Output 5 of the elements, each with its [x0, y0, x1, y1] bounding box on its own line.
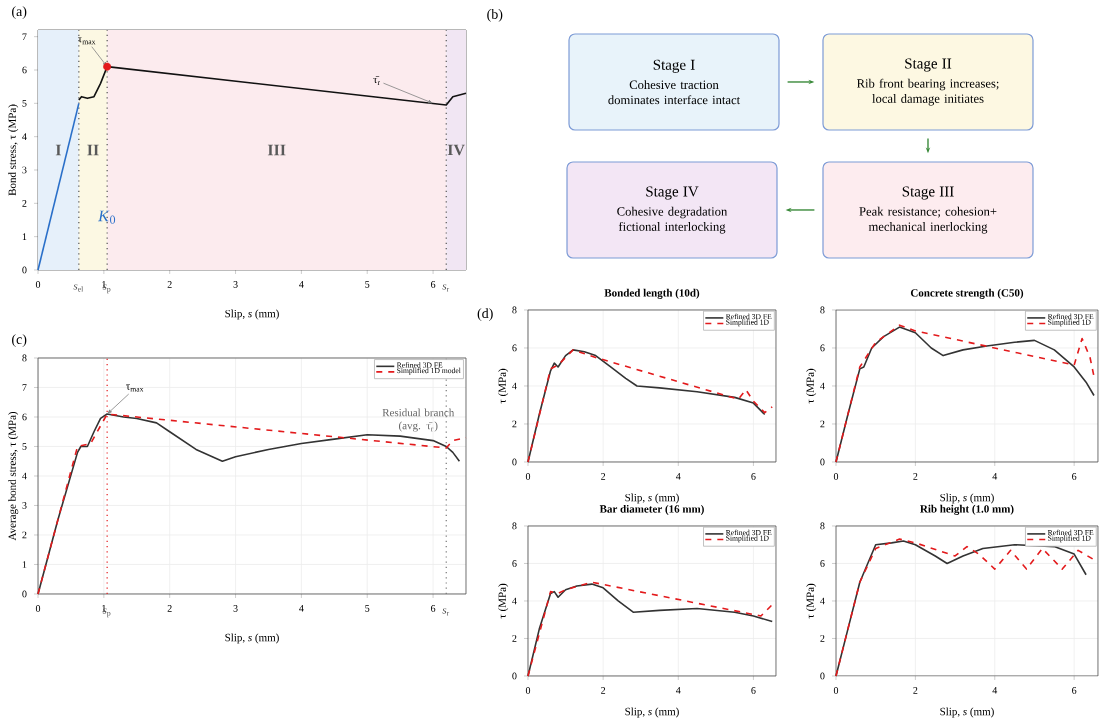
- band-label: IV: [447, 144, 465, 156]
- band-label: II: [87, 144, 99, 156]
- band-label: I: [55, 144, 61, 156]
- band-label: III: [267, 144, 286, 156]
- annotation: K$_{0}$: [98, 210, 116, 224]
